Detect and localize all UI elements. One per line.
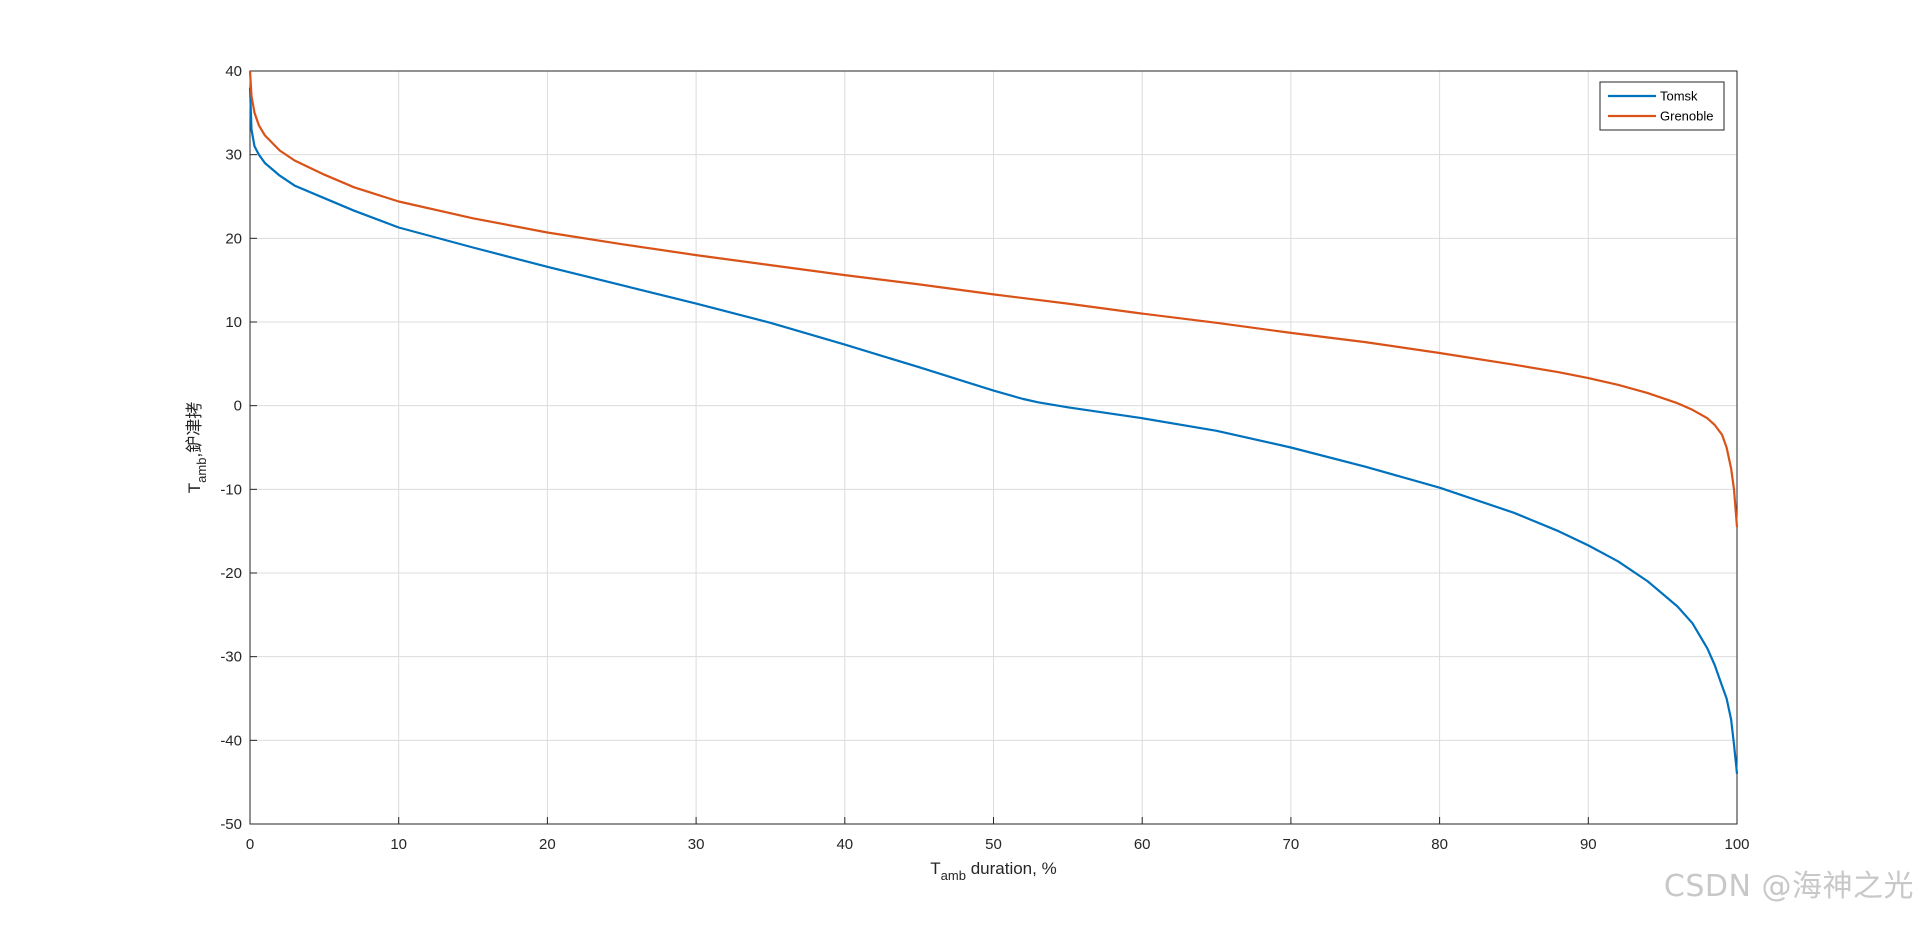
x-tick-label: 90	[1580, 836, 1597, 853]
x-tick-label: 40	[836, 836, 853, 853]
y-tick-label: -50	[220, 816, 242, 833]
watermark-text: CSDN @海神之光	[1663, 869, 1914, 904]
y-tick-label: -20	[220, 565, 242, 582]
y-tick-label: 10	[225, 314, 242, 331]
x-tick-label: 20	[539, 836, 556, 853]
x-tick-label: 100	[1724, 836, 1749, 853]
legend: Tomsk Grenoble	[1599, 81, 1725, 131]
x-tick-label: 50	[985, 836, 1002, 853]
y-tick-label: 30	[225, 147, 242, 164]
y-tick-label: 20	[225, 230, 242, 247]
y-tick-label: 40	[225, 63, 242, 80]
y-tick-label: -40	[220, 732, 242, 749]
x-tick-label: 70	[1283, 836, 1300, 853]
x-tick-label: 0	[246, 836, 254, 853]
series-lines	[248, 70, 1739, 774]
y-axis-label: Tamb,鈩冿拷	[184, 402, 209, 493]
legend-box	[1599, 81, 1725, 131]
y-tick-label: -10	[220, 481, 242, 498]
y-tick-label: -30	[220, 649, 242, 666]
x-tick-label: 60	[1134, 836, 1151, 853]
x-axis-label: Tamb duration, %	[930, 859, 1056, 883]
x-tick-label: 10	[390, 836, 407, 853]
axis-ticks: 0 10 20 30 40 50 60 70 80 90 100 -50 -40 -30 -20 -10 0 10…	[220, 63, 1749, 853]
series-line-tomsk	[248, 87, 1739, 774]
y-tick-label: 0	[234, 398, 242, 415]
legend-label-grenoble: Grenoble	[1660, 109, 1713, 124]
x-tick-label: 80	[1431, 836, 1448, 853]
legend-label-tomsk: Tomsk	[1660, 89, 1698, 104]
x-tick-label: 30	[688, 836, 705, 853]
grid-lines	[249, 70, 1738, 825]
series-line-grenoble	[248, 70, 1739, 528]
